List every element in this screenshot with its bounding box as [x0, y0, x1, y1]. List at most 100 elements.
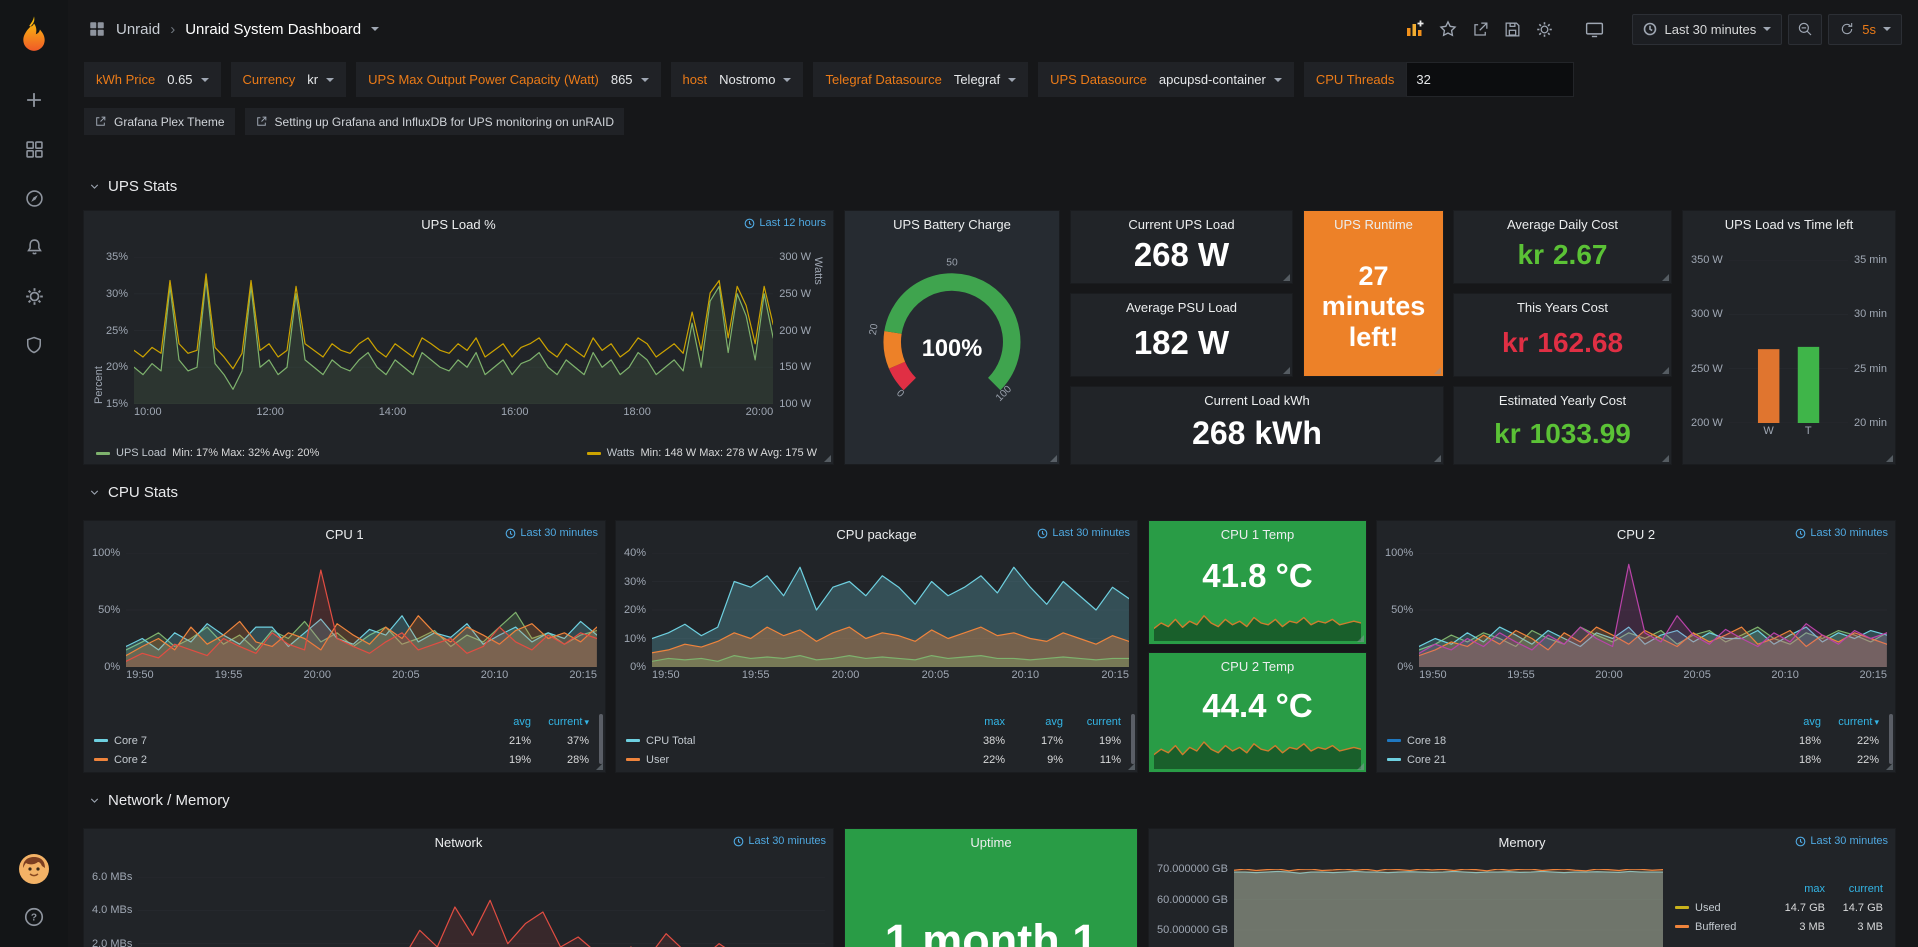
dashboard-title[interactable]: Unraid System Dashboard [185, 21, 361, 38]
time-range-picker[interactable]: Last 30 minutes [1632, 14, 1782, 45]
section-network-memory[interactable]: Network / Memory [88, 789, 230, 811]
sidebar-explore-button[interactable] [14, 178, 54, 218]
breadcrumb[interactable]: Unraid › Unraid System Dashboard [88, 20, 379, 38]
legend-scrollbar[interactable] [599, 714, 603, 764]
resize-handle[interactable] [1283, 367, 1290, 374]
link-ups-monitoring-guide[interactable]: Setting up Grafana and InfluxDB for UPS … [245, 108, 625, 135]
grafana-logo[interactable] [11, 10, 57, 56]
panel-title[interactable]: Uptime [845, 829, 1137, 855]
sparkline [1154, 605, 1361, 641]
legend: UPS LoadMin: 17% Max: 32% Avg: 20% Watts… [96, 447, 817, 459]
panel-title[interactable]: UPS Load vs Time left [1683, 211, 1895, 237]
resize-handle[interactable] [1357, 635, 1364, 642]
chevron-down-icon [1883, 27, 1891, 35]
panel-ups-battery-charge: UPS Battery Charge 02050100100% [844, 210, 1060, 465]
resize-handle[interactable] [1357, 763, 1364, 770]
network-chart[interactable]: 6.0 MBs4.0 MBs2.0 MBs [92, 877, 825, 947]
section-cpu-stats[interactable]: CPU Stats [88, 481, 178, 503]
clock-icon [1037, 528, 1048, 539]
sidebar-create-button[interactable] [14, 80, 54, 120]
chevron-down-icon [1274, 78, 1282, 86]
ups-load-chart[interactable]: Percent35%30%25%20%15%300 W250 W200 W150… [92, 257, 825, 420]
panel-title[interactable]: CPU 2 Temp [1149, 653, 1366, 679]
panel-time-range[interactable]: Last 30 minutes [733, 835, 826, 847]
help-button[interactable]: ? [23, 906, 45, 933]
save-button[interactable] [1499, 15, 1525, 43]
chevron-down-icon [641, 78, 649, 86]
variable-currency[interactable]: Currencykr [231, 62, 347, 97]
cpu-package-chart[interactable]: 40%30%20%10%0%19:5019:5520:0020:0520:102… [624, 553, 1129, 683]
panel-title[interactable]: Network [84, 829, 833, 855]
chevron-down-icon [88, 794, 101, 807]
legend-row: Core 2118%22% [1387, 750, 1879, 769]
chevron-down-icon[interactable] [371, 27, 379, 35]
share-icon [1471, 20, 1490, 39]
variable-ups-datasource[interactable]: UPS Datasourceapcupsd-container [1038, 62, 1294, 97]
legend-scrollbar[interactable] [1131, 714, 1135, 764]
panel-time-range[interactable]: Last 30 minutes [1795, 835, 1888, 847]
section-ups-stats[interactable]: UPS Stats [88, 175, 177, 197]
panel-ups-load: UPS Load % Last 12 hours Percent35%30%25… [83, 210, 834, 465]
ups-bars-chart[interactable]: 350 W300 W250 W200 W35 min30 min25 min20… [1691, 260, 1887, 439]
add-panel-button[interactable] [1401, 15, 1429, 43]
sidebar-admin-button[interactable] [14, 325, 54, 365]
refresh-picker[interactable]: 5s [1828, 14, 1902, 45]
resize-handle[interactable] [1886, 455, 1893, 462]
stat-value: 182 W [1071, 316, 1292, 370]
tv-mode-button[interactable] [1581, 15, 1608, 43]
svg-text:50: 50 [946, 258, 958, 269]
variable-kwh-price[interactable]: kWh Price0.65 [84, 62, 221, 97]
legend-item[interactable]: WattsMin: 148 W Max: 278 W Avg: 175 W [587, 447, 817, 459]
panel-title[interactable]: UPS Load % [84, 211, 833, 237]
resize-handle[interactable] [596, 763, 603, 770]
memory-chart[interactable]: 70.000000 GB60.000000 GB50.000000 GB [1157, 869, 1663, 947]
dashboard-settings-button[interactable] [1531, 15, 1557, 43]
chevron-down-icon [88, 486, 101, 499]
resize-handle[interactable] [1128, 763, 1135, 770]
clock-icon [1643, 22, 1657, 36]
sidebar-dashboards-button[interactable] [14, 129, 54, 169]
resize-handle[interactable] [1050, 455, 1057, 462]
share-button[interactable] [1467, 15, 1493, 43]
panel-title[interactable]: CPU 1 Temp [1149, 521, 1366, 547]
resize-handle[interactable] [824, 455, 831, 462]
panel-time-range[interactable]: Last 12 hours [744, 217, 826, 229]
dashboard-links: Grafana Plex Theme Setting up Grafana an… [68, 97, 1918, 135]
panel-time-range[interactable]: Last 30 minutes [1037, 527, 1130, 539]
panel-cpu-2: CPU 2 Last 30 minutes 100%50%0%19:5019:5… [1376, 520, 1896, 773]
legend-col-current[interactable]: current [531, 716, 589, 728]
panel-title[interactable]: Memory [1149, 829, 1895, 855]
variable-host[interactable]: hostNostromo [671, 62, 804, 97]
cpu1-chart[interactable]: 100%50%0%19:5019:5520:0020:0520:1020:15 [92, 553, 597, 683]
sidebar-bottom: ? [18, 853, 50, 933]
gear-icon [1535, 20, 1554, 39]
legend-scrollbar[interactable] [1889, 714, 1893, 764]
link-grafana-plex-theme[interactable]: Grafana Plex Theme [84, 108, 235, 135]
panel-title[interactable]: UPS Runtime [1304, 211, 1443, 237]
panel-time-range[interactable]: Last 30 minutes [1795, 527, 1888, 539]
panel-title[interactable]: UPS Battery Charge [845, 211, 1059, 237]
panel-time-range[interactable]: Last 30 minutes [505, 527, 598, 539]
legend-col-avg[interactable]: avg [473, 716, 531, 728]
resize-handle[interactable] [1662, 367, 1669, 374]
panel-average-psu-load: Average PSU Load 182 W [1070, 293, 1293, 377]
resize-handle[interactable] [1886, 763, 1893, 770]
sidebar-alerting-button[interactable] [14, 227, 54, 267]
star-button[interactable] [1435, 15, 1461, 43]
user-avatar[interactable] [18, 853, 50, 890]
resize-handle[interactable] [1283, 274, 1290, 281]
navbar-actions: Last 30 minutes 5s [1401, 14, 1902, 45]
cpu-threads-input[interactable] [1406, 62, 1574, 97]
legend-item[interactable]: UPS LoadMin: 17% Max: 32% Avg: 20% [96, 447, 319, 459]
variable-ups-max-output[interactable]: UPS Max Output Power Capacity (Watt)865 [356, 62, 660, 97]
resize-handle[interactable] [1662, 274, 1669, 281]
resize-handle[interactable] [1434, 367, 1441, 374]
clock-icon [1795, 528, 1806, 539]
resize-handle[interactable] [1662, 455, 1669, 462]
cpu2-chart[interactable]: 100%50%0%19:5019:5520:0020:0520:1020:15 [1385, 553, 1887, 683]
resize-handle[interactable] [1434, 455, 1441, 462]
sidebar-configuration-button[interactable] [14, 276, 54, 316]
breadcrumb-root[interactable]: Unraid [116, 21, 160, 38]
zoom-out-button[interactable] [1788, 14, 1822, 45]
variable-telegraf-datasource[interactable]: Telegraf DatasourceTelegraf [813, 62, 1028, 97]
